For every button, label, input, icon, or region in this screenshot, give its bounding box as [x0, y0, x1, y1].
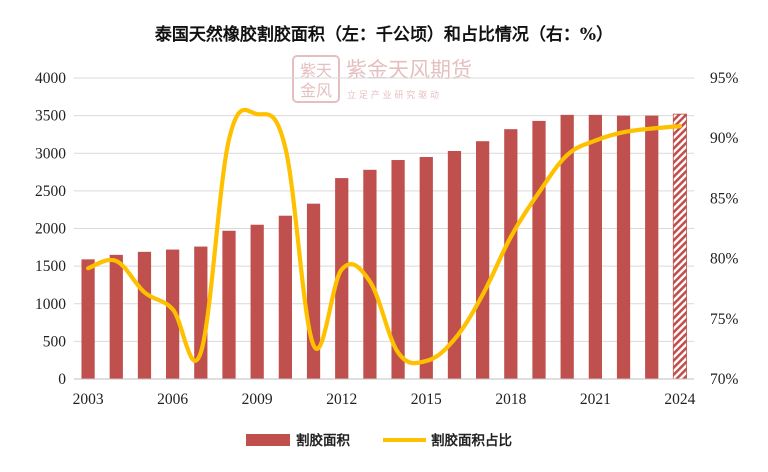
line-point-2022	[623, 131, 625, 133]
x-tick-label-2006: 2006	[157, 391, 188, 408]
bar-2024	[672, 113, 687, 380]
watermark-logo-icon	[292, 55, 340, 103]
line-point-2017	[482, 294, 484, 296]
watermark-slogan: 立 足 产 业 研 究 驱 动	[347, 89, 439, 101]
line-point-2004	[115, 260, 117, 262]
bar-series	[81, 113, 687, 380]
line-point-2006	[172, 308, 174, 310]
bar-2022	[616, 115, 631, 379]
legend: 割胶面积 割胶面积占比	[246, 432, 512, 449]
y-right-tick-label: 85%	[710, 190, 739, 207]
line-point-2021	[594, 140, 596, 142]
line-point-2008	[228, 138, 230, 140]
line-series	[85, 107, 683, 366]
line-point-2016	[453, 338, 455, 340]
axes: 0 500 1000 1500 2000 2500 3000 3500 4000 70% 75% 80…	[35, 70, 739, 408]
bar-2010	[278, 215, 292, 379]
line-point-2015	[425, 360, 427, 362]
x-tick-label-2021: 2021	[580, 391, 611, 408]
watermark: 紫天 金风 紫金天风期货 立 足 产 业 研 究 驱 动	[292, 55, 472, 103]
line-point-2005	[143, 291, 145, 293]
x-tick-label-2015: 2015	[411, 391, 442, 408]
bar-2014	[391, 160, 405, 379]
y-left-tick-label: 4000	[35, 70, 66, 87]
y-left-tick-label: 2000	[35, 221, 66, 238]
bar-2011	[306, 203, 321, 379]
bar-2015	[419, 157, 433, 379]
x-tick-label-2009: 2009	[242, 391, 273, 408]
bar-2006	[166, 249, 180, 379]
line-point-2012	[341, 268, 343, 270]
bar-2017	[476, 141, 490, 379]
y-right-tick-label: 80%	[710, 251, 739, 268]
line-point-2003	[87, 267, 89, 269]
bar-2018	[504, 129, 518, 379]
line-point-2014	[397, 352, 399, 354]
x-tick-label-2003: 2003	[73, 391, 104, 408]
bar-2003	[81, 259, 95, 379]
x-tick-label-2018: 2018	[495, 391, 526, 408]
line-point-2019	[538, 191, 540, 193]
y-left-tick-label: 500	[43, 333, 67, 350]
line-point-2013	[369, 280, 371, 282]
legend-bar-swatch	[246, 434, 290, 446]
chart-title: 泰国天然橡胶割胶面积（左：千公顷）和占比情况（右：%）	[155, 24, 613, 45]
y-left-tick-label: 3500	[35, 108, 66, 125]
bar-2004	[109, 254, 123, 379]
line-point-2020	[566, 154, 568, 156]
y-left-tick-label: 3000	[35, 145, 66, 162]
line-point-2024	[679, 125, 681, 127]
bar-2009	[250, 224, 264, 379]
y-left-tick-label: 1000	[35, 296, 66, 313]
bar-2008	[222, 230, 236, 379]
line-point-2010	[284, 147, 286, 149]
y-right-tick-label: 95%	[710, 70, 739, 87]
line-point-2009	[256, 113, 258, 115]
y-left-tick-label: 2500	[35, 183, 66, 200]
svg-text:金风: 金风	[300, 81, 332, 100]
legend-bar-label: 割胶面积	[296, 432, 350, 449]
y-right-tick-label: 90%	[710, 130, 739, 147]
bar-2023	[645, 115, 659, 379]
line-point-2023	[651, 128, 653, 130]
bar-2016	[447, 150, 462, 379]
bar-2005	[137, 251, 152, 379]
bar-2012	[335, 178, 349, 379]
legend-line-label: 割胶面积占比	[431, 432, 512, 449]
line-point-2011	[313, 344, 315, 346]
y-left-tick-label: 1500	[35, 258, 66, 275]
y-left-tick-label: 0	[58, 371, 66, 388]
x-tick-label-2024: 2024	[664, 391, 695, 408]
bar-2021	[588, 114, 602, 379]
x-tick-label-2012: 2012	[326, 391, 357, 408]
y-right-tick-label: 75%	[710, 311, 739, 328]
line-point-2018	[510, 236, 512, 238]
line-point-2007	[200, 352, 202, 354]
bar-2019	[532, 120, 546, 379]
watermark-logo-text: 紫天	[300, 61, 332, 80]
bar-2020	[560, 114, 574, 379]
bar-2013	[363, 169, 377, 379]
y-right-tick-label: 70%	[710, 371, 739, 388]
